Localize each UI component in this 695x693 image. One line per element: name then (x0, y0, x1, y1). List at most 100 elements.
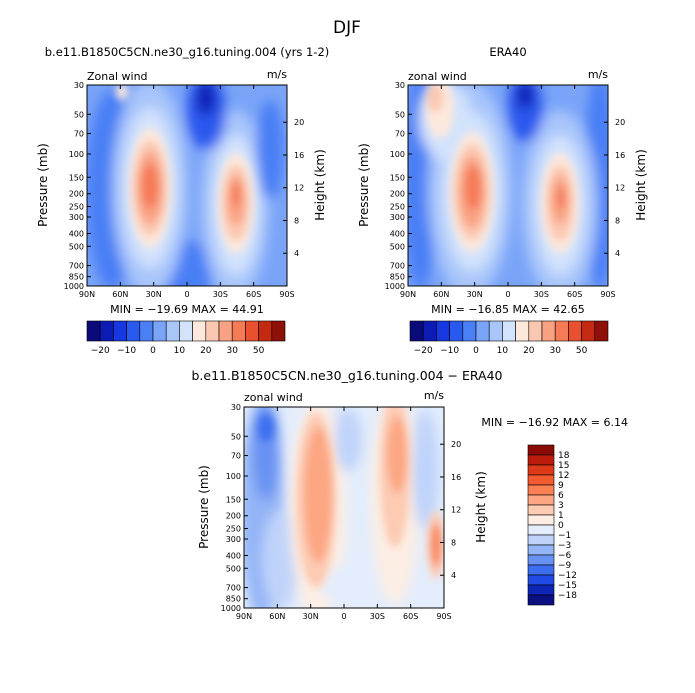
y-tick-label: 700 (390, 262, 405, 271)
colorbar-label: 1 (558, 511, 564, 521)
y-tick-label: 400 (390, 229, 405, 238)
colorbar-label: −20 (414, 346, 433, 356)
colorbar-label: 50 (253, 346, 265, 356)
y-tick-label: 850 (226, 595, 241, 604)
y-tick-label: 850 (390, 273, 405, 282)
y-tick-label: 400 (226, 551, 241, 560)
y-tick-label: 500 (69, 242, 84, 251)
colorbar-box (527, 484, 555, 496)
panel-model-colorbar: −20 −10 0 10 20 30 50 (86, 320, 286, 356)
colorbar-label: 10 (174, 346, 186, 356)
panel-era40-axes: 90N 60N 30N 0 30S 60S 90S 30 50 70 100 150 200 250300… (385, 81, 626, 299)
x-tick-label: 90N (400, 290, 416, 299)
y-tick-label: 700 (69, 262, 84, 271)
colorbar-box (449, 320, 464, 342)
y-tick-label: 50 (395, 110, 405, 119)
x-tick-label: 30N (146, 290, 162, 299)
panel-diff-title: b.e11.B1850C5CN.ne30_g16.tuning.004 − ER… (191, 368, 502, 383)
colorbar-box (581, 320, 596, 342)
y-tick-label: 100 (226, 472, 241, 481)
y2-tick-label: 20 (451, 440, 461, 449)
y2-tick-label: 12 (451, 506, 461, 515)
colorbar-box (152, 320, 167, 342)
y-tick-label: 250 (69, 203, 84, 212)
x-tick-label: 90N (79, 290, 95, 299)
y-tick-label: 200 (226, 512, 241, 521)
panel-diff-left-label: zonal wind (244, 391, 303, 404)
y-tick-label: 100 (69, 150, 84, 159)
panel-era40-title: ERA40 (489, 45, 526, 59)
x-tick-label: 30S (213, 290, 228, 299)
x-tick-label: 30S (534, 290, 549, 299)
panel-model-stats: MIN = −19.69 MAX = 44.91 (110, 303, 264, 316)
colorbar-label: 30 (549, 346, 561, 356)
y-tick-label: 1000 (64, 282, 84, 291)
colorbar-box (527, 574, 555, 586)
colorbar-box (594, 320, 609, 342)
y2-tick-label: 16 (451, 473, 461, 482)
colorbar-box (205, 320, 220, 342)
colorbar-label: 6 (558, 491, 564, 501)
x-tick-label: 0 (341, 612, 346, 621)
panel-model-left-label: Zonal wind (87, 70, 148, 83)
y-tick-label: 70 (395, 130, 405, 139)
panel-model: b.e11.B1850C5CN.ne30_g16.tuning.004 (yrs… (36, 45, 329, 356)
panel-era40-left-label: zonal wind (408, 70, 467, 83)
colorbar-box (541, 320, 556, 342)
panel-diff-axes: 90N 60N 30N 0 30S 60S 90S 30 50 70 100 150 200 250300… (221, 403, 462, 621)
colorbar-label: 10 (497, 346, 509, 356)
colorbar-box (527, 514, 555, 526)
y-tick-label: 300 (69, 213, 84, 222)
x-tick-label: 90S (436, 612, 451, 621)
y-tick-label: 150 (69, 173, 84, 182)
y-tick-label: 700 (226, 584, 241, 593)
x-tick-label: 60N (269, 612, 285, 621)
y2-tick-label: 8 (294, 216, 299, 225)
colorbar-label: −10 (117, 346, 136, 356)
colorbar-box (502, 320, 516, 342)
y2-tick-label: 12 (615, 184, 625, 193)
colorbar-label: 12 (558, 471, 569, 481)
colorbar-label: 9 (558, 481, 564, 491)
colorbar-box (554, 320, 569, 342)
colorbar-box (258, 320, 273, 342)
colorbar-label: 18 (558, 451, 570, 461)
x-tick-label: 0 (505, 290, 510, 299)
y-tick-label: 70 (231, 452, 241, 461)
colorbar-box (527, 534, 555, 546)
x-tick-label: 60S (403, 612, 418, 621)
colorbar-box (113, 320, 127, 342)
y2-tick-label: 12 (294, 184, 304, 193)
colorbar-box (165, 320, 180, 342)
panel-model-y2label: Height (km) (313, 149, 327, 220)
panel-era40-stats: MIN = −16.85 MAX = 42.65 (431, 303, 585, 316)
colorbar-box (271, 320, 286, 342)
y-tick-label: 400 (69, 229, 84, 238)
y2-tick-label: 16 (615, 151, 625, 160)
y-tick-label: 30 (231, 403, 241, 412)
x-tick-label: 90N (236, 612, 252, 621)
colorbar-label: 20 (523, 346, 535, 356)
y2-tick-label: 4 (451, 571, 456, 580)
colorbar-label: 0 (558, 521, 564, 531)
colorbar-label: −3 (558, 541, 571, 551)
y-tick-label: 30 (395, 81, 405, 90)
y-tick-label: 50 (231, 432, 241, 441)
colorbar-label: 15 (558, 461, 569, 471)
colorbar-box (527, 554, 555, 566)
colorbar-label: −6 (558, 551, 572, 561)
colorbar-label: −20 (91, 346, 110, 356)
colorbar-box (179, 320, 193, 342)
x-tick-label: 30N (467, 290, 483, 299)
panel-era40: ERA40 zonal wind m/s (357, 45, 648, 356)
colorbar-label: 0 (150, 346, 156, 356)
colorbar-box (218, 320, 233, 342)
colorbar-box (528, 320, 543, 342)
y2-tick-label: 20 (615, 118, 625, 127)
colorbar-label: −15 (558, 581, 577, 591)
y-tick-label: 250 (390, 203, 405, 212)
panel-diff-field (244, 407, 444, 608)
y-tick-label: 150 (390, 173, 405, 182)
